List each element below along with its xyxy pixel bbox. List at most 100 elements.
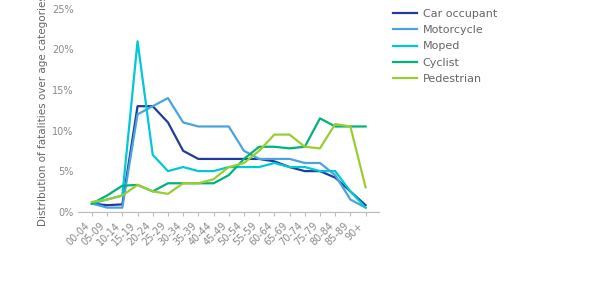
Car occupant: [119, 203, 126, 206]
Car occupant: [194, 157, 202, 161]
Car occupant: [317, 169, 324, 173]
Cyclist: [164, 181, 172, 185]
Moped: [149, 153, 157, 157]
Pedestrian: [317, 147, 324, 150]
Line: Pedestrian: Pedestrian: [92, 124, 365, 202]
Car occupant: [286, 165, 293, 169]
Car occupant: [210, 157, 217, 161]
Car occupant: [179, 149, 187, 153]
Cyclist: [134, 183, 141, 187]
Motorcycle: [179, 121, 187, 124]
Moped: [119, 194, 126, 197]
Cyclist: [286, 147, 293, 150]
Pedestrian: [164, 192, 172, 196]
Pedestrian: [134, 183, 141, 187]
Motorcycle: [332, 173, 339, 177]
Moped: [179, 165, 187, 169]
Cyclist: [194, 181, 202, 185]
Pedestrian: [240, 161, 247, 165]
Pedestrian: [104, 198, 111, 201]
Pedestrian: [301, 145, 308, 148]
Car occupant: [88, 202, 96, 205]
Motorcycle: [271, 157, 278, 161]
Car occupant: [149, 104, 157, 108]
Motorcycle: [119, 206, 126, 209]
Motorcycle: [225, 125, 232, 128]
Car occupant: [271, 160, 278, 163]
Cyclist: [240, 157, 247, 161]
Car occupant: [164, 121, 172, 124]
Motorcycle: [134, 113, 141, 116]
Line: Cyclist: Cyclist: [92, 118, 365, 203]
Moped: [225, 165, 232, 169]
Moped: [194, 169, 202, 173]
Moped: [271, 161, 278, 165]
Motorcycle: [240, 149, 247, 153]
Cyclist: [332, 125, 339, 128]
Legend: Car occupant, Motorcycle, Moped, Cyclist, Pedestrian: Car occupant, Motorcycle, Moped, Cyclist…: [388, 5, 501, 88]
Motorcycle: [256, 157, 263, 161]
Moped: [362, 206, 369, 209]
Pedestrian: [286, 133, 293, 136]
Motorcycle: [164, 96, 172, 100]
Car occupant: [347, 190, 354, 193]
Line: Car occupant: Car occupant: [92, 106, 365, 205]
Moped: [301, 165, 308, 169]
Pedestrian: [225, 165, 232, 169]
Cyclist: [119, 184, 126, 188]
Motorcycle: [362, 206, 369, 209]
Moped: [317, 169, 324, 173]
Motorcycle: [317, 161, 324, 165]
Moped: [88, 202, 96, 205]
Pedestrian: [88, 200, 96, 204]
Motorcycle: [301, 161, 308, 165]
Car occupant: [301, 169, 308, 173]
Car occupant: [104, 203, 111, 207]
Cyclist: [347, 125, 354, 128]
Cyclist: [210, 181, 217, 185]
Y-axis label: Distribution of fatalities over age categories: Distribution of fatalities over age cate…: [37, 0, 48, 226]
Pedestrian: [194, 181, 202, 185]
Cyclist: [317, 117, 324, 120]
Pedestrian: [332, 122, 339, 126]
Cyclist: [88, 202, 96, 205]
Motorcycle: [88, 202, 96, 205]
Motorcycle: [194, 125, 202, 128]
Motorcycle: [104, 206, 111, 209]
Pedestrian: [347, 125, 354, 128]
Line: Moped: Moped: [92, 41, 365, 208]
Pedestrian: [256, 149, 263, 153]
Moped: [104, 198, 111, 201]
Pedestrian: [119, 194, 126, 197]
Car occupant: [240, 157, 247, 161]
Moped: [240, 165, 247, 169]
Pedestrian: [210, 178, 217, 181]
Motorcycle: [210, 125, 217, 128]
Pedestrian: [362, 186, 369, 189]
Moped: [134, 39, 141, 43]
Motorcycle: [347, 198, 354, 201]
Cyclist: [301, 145, 308, 148]
Motorcycle: [149, 104, 157, 108]
Pedestrian: [149, 190, 157, 193]
Cyclist: [225, 173, 232, 177]
Cyclist: [362, 125, 369, 128]
Moped: [347, 190, 354, 193]
Car occupant: [332, 176, 339, 179]
Cyclist: [179, 181, 187, 185]
Cyclist: [271, 145, 278, 148]
Moped: [210, 169, 217, 173]
Moped: [332, 169, 339, 173]
Car occupant: [134, 104, 141, 108]
Car occupant: [225, 157, 232, 161]
Car occupant: [256, 157, 263, 161]
Pedestrian: [179, 181, 187, 185]
Pedestrian: [271, 133, 278, 136]
Moped: [164, 169, 172, 173]
Cyclist: [256, 145, 263, 148]
Motorcycle: [286, 157, 293, 161]
Moped: [286, 165, 293, 169]
Cyclist: [104, 194, 111, 197]
Cyclist: [149, 190, 157, 193]
Line: Motorcycle: Motorcycle: [92, 98, 365, 208]
